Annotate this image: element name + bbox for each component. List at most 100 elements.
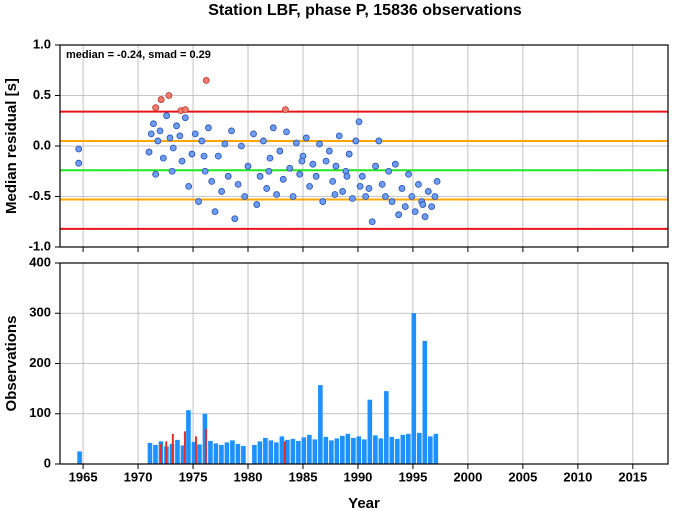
point [205, 124, 212, 132]
annotation: median = -0.24, smad = 0.29 [66, 49, 211, 61]
point [312, 172, 320, 180]
bar [417, 432, 422, 464]
point [331, 191, 339, 198]
point [154, 137, 162, 145]
chart-title: Station LBF, phase P, 15836 observations [208, 2, 522, 19]
bar [208, 440, 213, 464]
bar [183, 431, 186, 464]
bar [268, 440, 274, 464]
point [382, 193, 389, 200]
point [358, 172, 366, 180]
point [273, 191, 280, 198]
point [224, 172, 232, 180]
point [398, 185, 406, 192]
point [75, 145, 83, 153]
point [253, 201, 261, 208]
point [266, 154, 274, 162]
point [157, 96, 165, 103]
bar [279, 436, 285, 464]
point [279, 175, 287, 183]
point [431, 193, 439, 200]
bar [367, 399, 373, 464]
point [173, 122, 180, 130]
bar [340, 435, 345, 464]
bar [395, 438, 400, 464]
bar [323, 436, 329, 464]
point [201, 167, 209, 175]
point [372, 162, 379, 170]
y-axis-label: Median residual [s] [3, 78, 20, 214]
bar [219, 444, 224, 464]
point [395, 211, 403, 219]
x-tick-label: 2000 [453, 469, 482, 484]
point [147, 130, 155, 138]
bar [180, 445, 186, 464]
point [202, 76, 210, 84]
point [165, 92, 173, 99]
bar [274, 442, 279, 464]
point [319, 198, 327, 205]
point [238, 142, 245, 150]
bar [345, 433, 351, 464]
point [302, 134, 310, 142]
bar [252, 444, 257, 464]
point [355, 118, 363, 126]
point [292, 139, 300, 147]
point [181, 114, 189, 122]
bar [235, 443, 241, 464]
bar [422, 340, 428, 464]
y-tick-label: 1.0 [33, 36, 51, 51]
point [343, 172, 351, 180]
point [428, 203, 436, 211]
point [408, 193, 416, 200]
x-tick-label: 1975 [179, 469, 208, 484]
bar [378, 438, 384, 464]
y-tick-label: -1.0 [29, 238, 51, 253]
x-tick-label: 1970 [124, 469, 153, 484]
point [159, 154, 167, 162]
point [211, 208, 219, 216]
y-tick-label: 400 [29, 254, 51, 269]
plot-frame [59, 262, 669, 465]
point [281, 106, 289, 114]
point [178, 157, 186, 165]
point [152, 170, 160, 178]
point [145, 148, 153, 156]
point [276, 147, 284, 155]
bar [428, 436, 433, 464]
y-axis-label: Observations [3, 316, 20, 412]
point [356, 182, 364, 190]
point [228, 127, 235, 135]
point [296, 170, 304, 178]
point [286, 164, 294, 172]
bar [224, 442, 230, 464]
x-tick-label: 1985 [289, 469, 318, 484]
point [405, 170, 412, 178]
point [231, 215, 239, 223]
bar [296, 440, 301, 464]
point [322, 157, 330, 165]
bar [230, 440, 235, 464]
bar [165, 441, 168, 464]
point [191, 130, 199, 138]
bar [312, 439, 318, 464]
point [411, 208, 419, 216]
point [385, 167, 393, 175]
point [221, 140, 229, 148]
point [306, 182, 313, 190]
bar [411, 313, 417, 464]
point [362, 193, 370, 200]
x-tick-label: 1980 [234, 469, 263, 484]
bar [77, 451, 82, 464]
bar [153, 444, 158, 464]
bar [241, 445, 246, 464]
x-tick-label: 1995 [398, 469, 427, 484]
point [156, 127, 164, 135]
bar [285, 439, 290, 464]
point [218, 188, 226, 195]
x-tick-label: 1965 [69, 469, 98, 484]
bar [301, 437, 307, 464]
bar [362, 439, 367, 464]
point [309, 160, 317, 168]
